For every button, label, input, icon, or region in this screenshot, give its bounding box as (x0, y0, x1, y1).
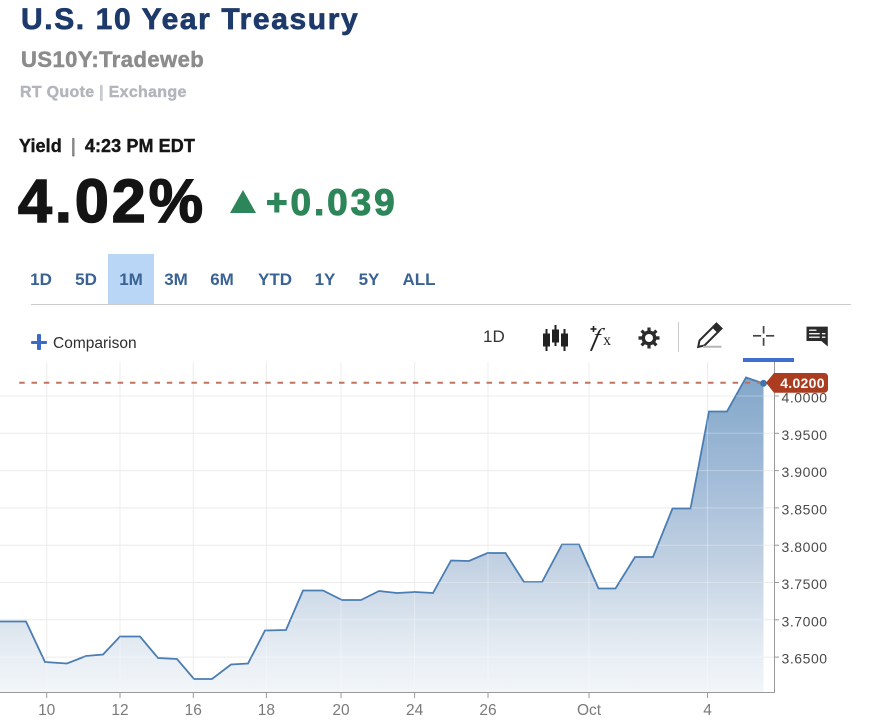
svg-text:24: 24 (406, 702, 424, 719)
svg-text:10: 10 (38, 702, 56, 719)
svg-text:4.0200: 4.0200 (780, 375, 825, 391)
svg-text:12: 12 (111, 702, 128, 719)
svg-text:3.8000: 3.8000 (782, 539, 828, 555)
svg-text:26: 26 (479, 702, 496, 719)
svg-text:4.0000: 4.0000 (782, 390, 828, 406)
svg-text:3.7000: 3.7000 (782, 613, 828, 629)
svg-text:3.9000: 3.9000 (782, 464, 828, 480)
svg-text:4: 4 (703, 702, 712, 719)
svg-text:x: x (603, 332, 611, 349)
svg-text:3.8500: 3.8500 (782, 502, 828, 518)
svg-text:Oct: Oct (577, 702, 602, 719)
svg-text:3.7500: 3.7500 (782, 576, 828, 592)
svg-text:3.6500: 3.6500 (782, 651, 828, 667)
svg-text:16: 16 (185, 702, 202, 719)
svg-text:18: 18 (258, 702, 275, 719)
svg-text:3.9500: 3.9500 (782, 427, 828, 443)
svg-text:20: 20 (332, 702, 350, 719)
